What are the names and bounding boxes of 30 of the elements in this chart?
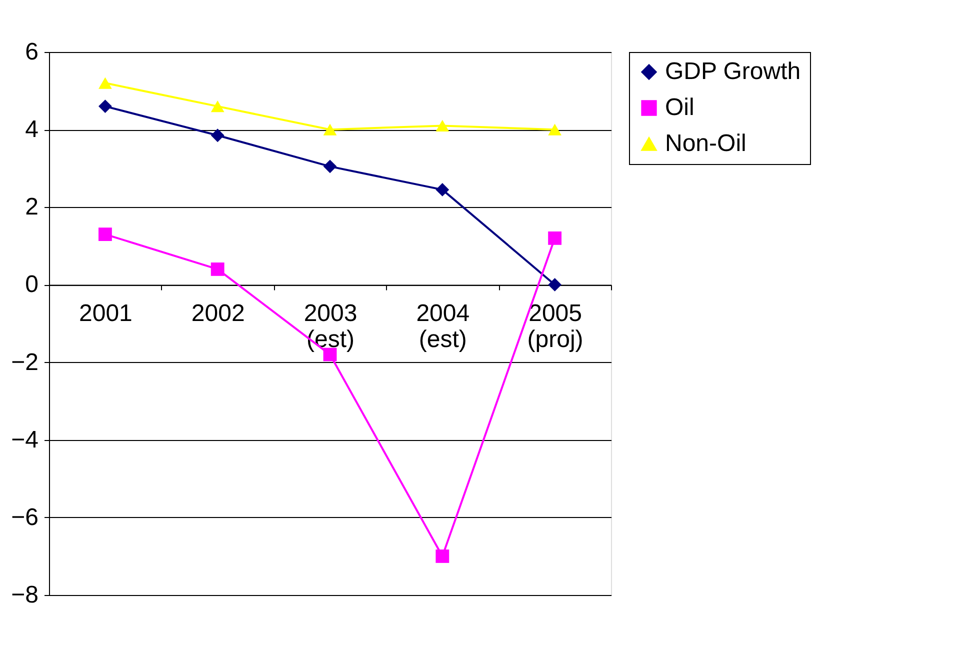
point [436, 182, 450, 196]
y-tick-label: 2 [25, 194, 38, 221]
x-tick-label: 2004 (est) [416, 300, 470, 354]
y-tick-label: −2 [11, 348, 38, 376]
point [210, 100, 224, 112]
point [98, 100, 112, 114]
y-tick-label: −4 [11, 426, 38, 454]
point [436, 120, 450, 132]
x-tick-label: 2005 (proj) [527, 300, 584, 354]
legend-label: Oil [665, 94, 694, 121]
legend-label: Non-Oil [665, 130, 746, 157]
point [323, 160, 337, 174]
y-tick-label: −8 [11, 582, 38, 608]
point [210, 262, 224, 276]
y-tick-label: 4 [25, 116, 38, 144]
x-tick-label: 2003 (est) [304, 300, 358, 354]
y-tick-label: 0 [25, 271, 38, 298]
point [98, 77, 112, 89]
point [98, 228, 112, 241]
point [210, 128, 224, 142]
y-tick-label: 6 [25, 38, 38, 66]
point [548, 231, 562, 245]
legend-label: GDP Growth [665, 58, 801, 85]
point [548, 124, 562, 136]
point [323, 124, 337, 136]
x-tick-label: 2001 [79, 300, 132, 328]
y-tick-label: −6 [11, 504, 38, 531]
point [436, 550, 450, 563]
x-tick-label: 2002 [191, 300, 245, 328]
point [548, 278, 562, 292]
